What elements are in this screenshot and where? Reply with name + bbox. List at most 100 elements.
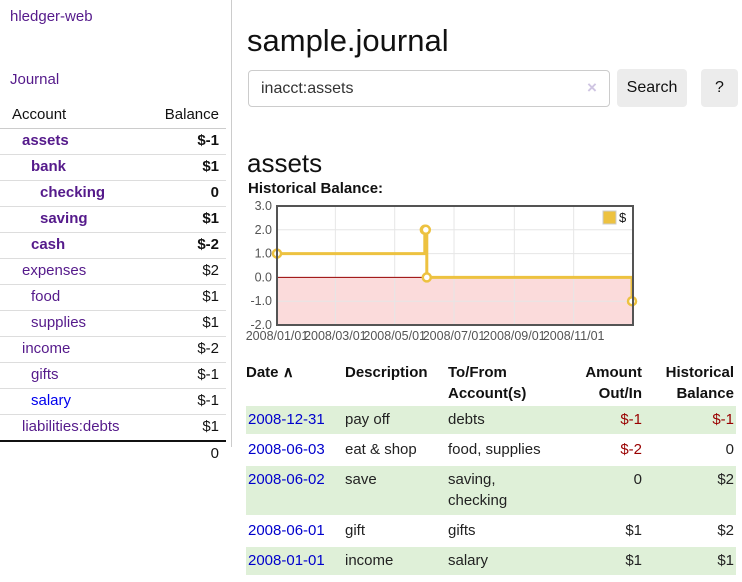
account-row: supplies $1 — [0, 310, 226, 337]
register-accounts-cell: gifts — [448, 516, 566, 547]
account-link[interactable]: saving — [40, 210, 88, 227]
chart-canvas: 3.0 2.0 1.0 0.0 -1.0 -2.02008/01/012008/03/01… — [246, 199, 638, 343]
account-link[interactable]: bank — [31, 158, 67, 175]
clear-search-icon[interactable]: × — [587, 78, 597, 97]
sidebar-item-journal[interactable]: Journal — [10, 71, 60, 88]
register-date-cell: 2008-06-03 — [246, 435, 345, 466]
account-link[interactable]: liabilities:debts — [22, 418, 120, 435]
register-description-cell: pay off — [345, 406, 448, 436]
account-row: gifts $-1 — [0, 362, 226, 389]
page-title: sample.journal — [247, 22, 449, 58]
account-link[interactable]: gifts — [31, 366, 59, 383]
register-amount-cell: $-1 — [566, 406, 644, 436]
accounts-col-account: Account — [0, 102, 150, 129]
account-row: income $-2 — [0, 336, 226, 363]
sort-ascending-icon: ∧ — [282, 364, 294, 381]
account-link[interactable]: supplies — [31, 314, 87, 331]
register-date-cell: 2008-06-02 — [246, 465, 345, 517]
account-row: cash $-2 — [0, 232, 226, 259]
y-tick-label: -1.0 — [250, 294, 272, 308]
register-description-cell: eat & shop — [345, 435, 448, 466]
register-col-amount: Amount Out/In — [585, 364, 642, 402]
account-link[interactable]: checking — [40, 184, 106, 201]
account-row: assets $-1 — [0, 128, 226, 155]
account-row: food $1 — [0, 284, 226, 311]
register-amount-cell: 0 — [566, 465, 644, 517]
register-balance-cell: $-1 — [644, 406, 736, 436]
register-description-cell: gift — [345, 516, 448, 547]
account-balance: $-1 — [149, 362, 226, 389]
transaction-date-link[interactable]: 2008-12-31 — [248, 411, 325, 428]
account-row: liabilities:debts $1 — [0, 414, 226, 441]
accounts-header-row: Account Balance — [0, 102, 226, 129]
x-tick-label: 2008/05/01 — [363, 329, 426, 343]
account-balance: $1 — [149, 154, 226, 181]
accounts-total-row: 0 — [0, 440, 226, 467]
x-tick-label: 2008/09/01 — [483, 329, 546, 343]
accounts-col-balance: Balance — [149, 102, 226, 129]
account-link[interactable]: cash — [31, 236, 66, 253]
register-header-row: Date ∧ Description To/From Account(s) Am… — [246, 360, 736, 406]
account-balance: $-1 — [149, 128, 226, 155]
register-col-date[interactable]: Date ∧ — [246, 364, 294, 381]
data-point-marker — [421, 272, 433, 283]
register-col-description: Description — [345, 364, 428, 381]
register-col-balance: Historical Balance — [665, 364, 734, 402]
account-balance: $1 — [149, 284, 226, 311]
register-balance-cell: $2 — [644, 465, 736, 517]
account-balance: $1 — [149, 310, 226, 337]
account-balance: $-1 — [149, 388, 226, 415]
chart-title: Historical Balance: — [248, 180, 384, 197]
transaction-date-link[interactable]: 2008-06-02 — [248, 471, 325, 488]
account-balance: $-2 — [149, 232, 226, 259]
register-row: 2008-01-01 income salary $1 $1 — [246, 546, 736, 577]
transaction-date-link[interactable]: 2008-01-01 — [248, 552, 325, 569]
y-tick-label: 2.0 — [255, 223, 272, 237]
register-accounts-cell: saving, checking — [448, 465, 566, 517]
register-date-cell: 2008-01-01 — [246, 546, 345, 577]
y-tick-label: 1.0 — [255, 247, 272, 261]
x-tick-label: 2008/03/01 — [304, 329, 367, 343]
register-accounts-cell: food, supplies — [448, 435, 566, 466]
data-point-marker — [420, 224, 432, 236]
transaction-date-link[interactable]: 2008-06-01 — [248, 522, 325, 539]
account-link[interactable]: assets — [22, 132, 69, 149]
x-tick-label: 2008/11/01 — [543, 329, 605, 343]
help-button[interactable]: ? — [701, 69, 738, 107]
account-link[interactable]: income — [22, 340, 71, 357]
register-date-cell: 2008-12-31 — [246, 406, 345, 436]
account-balance: $1 — [149, 206, 226, 233]
register-balance-cell: $2 — [644, 516, 736, 547]
app-brand-link[interactable]: hledger-web — [10, 8, 93, 25]
search-input[interactable] — [248, 70, 610, 107]
historical-balance-chart: 3.0 2.0 1.0 0.0 -1.0 -2.0 2008/01/01 2008/03/01… — [246, 199, 642, 350]
plot-border — [276, 205, 634, 326]
account-row: expenses $2 — [0, 258, 226, 285]
register-row: 2008-06-02 save saving, checking 0 $2 — [246, 465, 736, 517]
legend-swatch — [602, 210, 617, 225]
accounts-table: Account Balance assets $-1 bank $1 checking 0… — [0, 102, 226, 467]
account-balance: 0 — [149, 180, 226, 207]
search-button[interactable]: Search — [617, 69, 687, 107]
accounts-total-value: 0 — [149, 440, 226, 467]
y-tick-label: -2.0 — [250, 318, 272, 332]
account-balance: $-2 — [149, 336, 226, 363]
account-row: saving $1 — [0, 206, 226, 233]
account-row: bank $1 — [0, 154, 226, 181]
account-row: checking 0 — [0, 180, 226, 207]
account-heading: assets — [247, 147, 323, 178]
register-description-cell: save — [345, 465, 448, 517]
account-balance: $1 — [149, 414, 226, 441]
register-amount-cell: $1 — [566, 546, 644, 577]
transaction-date-link[interactable]: 2008-06-03 — [248, 441, 325, 458]
sidebar-divider — [231, 0, 232, 447]
account-balance: $2 — [149, 258, 226, 285]
register-amount-cell: $-2 — [566, 435, 644, 466]
register-description-cell: income — [345, 546, 448, 577]
account-link[interactable]: food — [31, 288, 61, 305]
account-row: salary $-1 — [0, 388, 226, 415]
register-date-cell: 2008-06-01 — [246, 516, 345, 547]
account-link[interactable]: expenses — [22, 262, 87, 279]
account-link[interactable]: salary — [31, 392, 72, 409]
